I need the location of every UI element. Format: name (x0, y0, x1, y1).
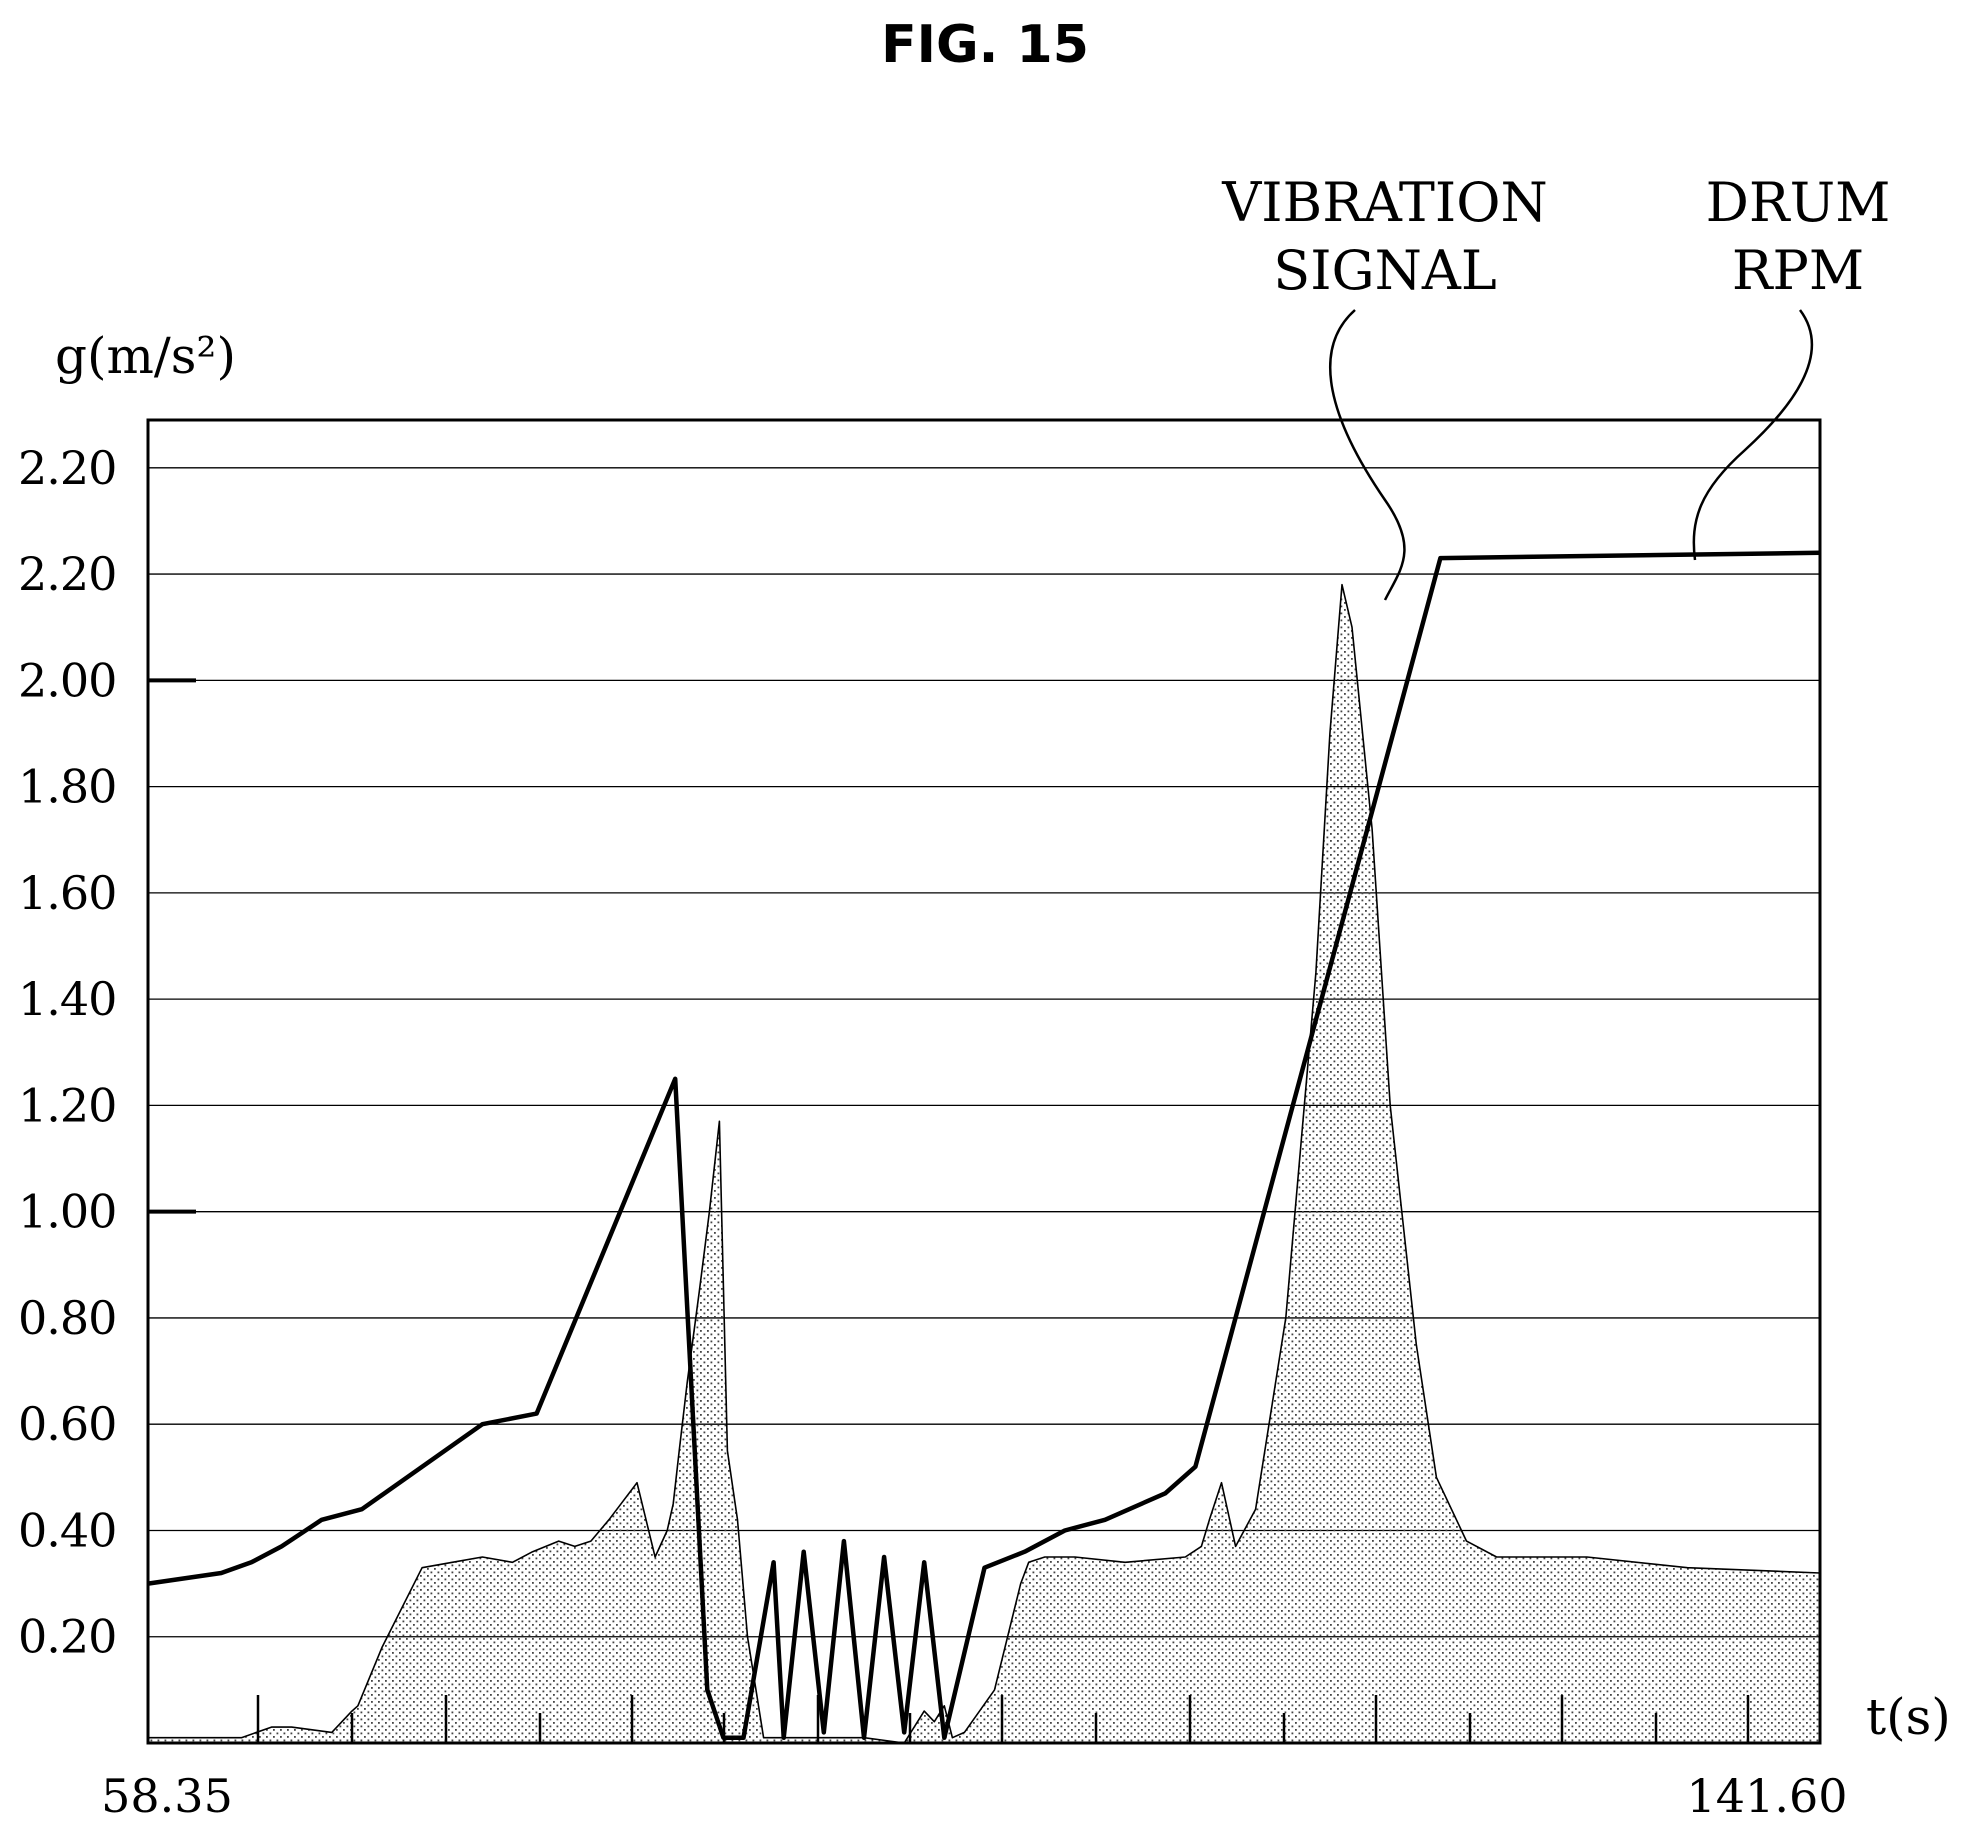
y-tick-label: 0.60 (18, 1397, 116, 1451)
y-tick-label: 2.20 (18, 547, 116, 601)
y-axis-tick-labels: 2.20 2.20 2.00 1.80 1.60 1.40 1.20 1.00 0.80 0.60… (18, 441, 117, 1664)
grid-lines (148, 467, 1820, 1638)
vibration-signal-leader (1328, 309, 1406, 601)
drum-rpm-label-line1: DRUM RPM (1706, 171, 1891, 302)
y-tick-label: 2.20 (18, 441, 116, 495)
y-tick-label: 1.40 (18, 972, 116, 1026)
drum-rpm-line (147, 550, 1821, 1740)
plot-frame (146, 418, 1822, 1745)
y-tick-label: 1.80 (18, 760, 116, 814)
plot-area (146, 418, 1822, 1745)
figure-title: FIG. 15 (881, 15, 1089, 75)
x-tick-label-end: 141.60 (1687, 1769, 1848, 1823)
vibration-signal-label-line1: VIBRATION SIGNAL (1221, 171, 1548, 302)
y-tick-label: 1.60 (18, 866, 116, 920)
y-axis-label: g(m/s²) (55, 327, 236, 385)
vibration-signal-area (148, 584, 1820, 1744)
y-tick-label: 1.00 (18, 1185, 116, 1239)
x-axis-label: t(s) (1866, 1688, 1951, 1746)
x-tick-label-start: 58.35 (101, 1769, 233, 1823)
y-tick-label: 0.80 (18, 1291, 116, 1345)
drum-rpm-leader (1692, 309, 1814, 561)
y-tick-label: 2.00 (18, 653, 116, 707)
y-tick-label: 0.40 (18, 1503, 116, 1557)
drum-rpm-series (147, 550, 1821, 1740)
y-tick-label: 0.20 (18, 1610, 116, 1664)
y-tick-label: 1.20 (18, 1078, 116, 1132)
x-axis-ticks (256, 1695, 1750, 1743)
